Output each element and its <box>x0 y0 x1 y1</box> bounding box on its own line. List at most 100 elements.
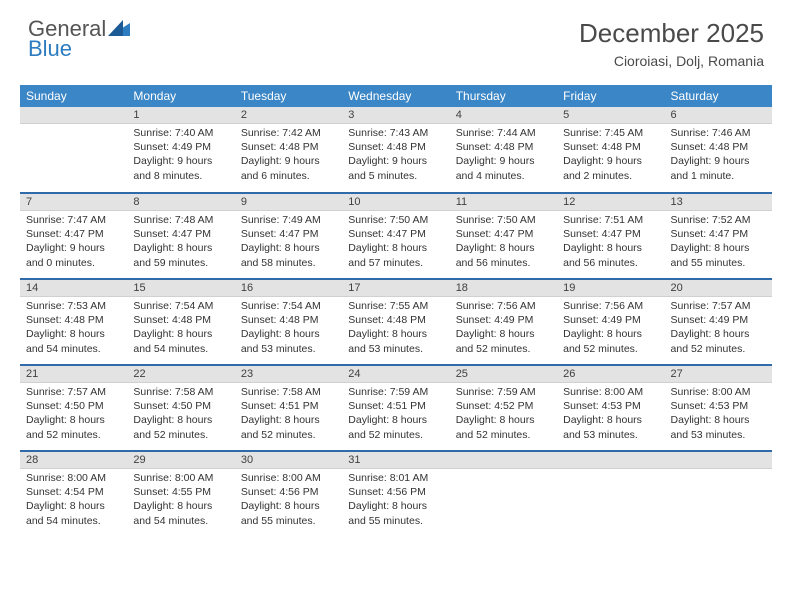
day-details: Sunrise: 8:00 AMSunset: 4:53 PMDaylight:… <box>665 383 772 446</box>
day-number: 1 <box>127 107 234 124</box>
dayhead-wed: Wednesday <box>342 85 449 107</box>
day-number: 31 <box>342 452 449 469</box>
calendar-cell: 5Sunrise: 7:45 AMSunset: 4:48 PMDaylight… <box>557 107 664 193</box>
day-details: Sunrise: 7:50 AMSunset: 4:47 PMDaylight:… <box>450 211 557 274</box>
day-number <box>557 452 664 469</box>
logo-text-blue: Blue <box>28 38 130 60</box>
calendar-cell: 22Sunrise: 7:58 AMSunset: 4:50 PMDayligh… <box>127 365 234 451</box>
calendar-head: Sunday Monday Tuesday Wednesday Thursday… <box>20 85 772 107</box>
day-number: 21 <box>20 366 127 383</box>
day-number: 29 <box>127 452 234 469</box>
calendar-cell: 7Sunrise: 7:47 AMSunset: 4:47 PMDaylight… <box>20 193 127 279</box>
calendar-cell: 29Sunrise: 8:00 AMSunset: 4:55 PMDayligh… <box>127 451 234 537</box>
calendar-cell: 1Sunrise: 7:40 AMSunset: 4:49 PMDaylight… <box>127 107 234 193</box>
calendar-cell: 11Sunrise: 7:50 AMSunset: 4:47 PMDayligh… <box>450 193 557 279</box>
dayhead-tue: Tuesday <box>235 85 342 107</box>
calendar-cell: 20Sunrise: 7:57 AMSunset: 4:49 PMDayligh… <box>665 279 772 365</box>
calendar-row: 28Sunrise: 8:00 AMSunset: 4:54 PMDayligh… <box>20 451 772 537</box>
day-number: 9 <box>235 194 342 211</box>
calendar-cell: 16Sunrise: 7:54 AMSunset: 4:48 PMDayligh… <box>235 279 342 365</box>
day-details: Sunrise: 7:40 AMSunset: 4:49 PMDaylight:… <box>127 124 234 187</box>
day-details: Sunrise: 8:00 AMSunset: 4:54 PMDaylight:… <box>20 469 127 532</box>
day-number: 24 <box>342 366 449 383</box>
calendar-cell: 26Sunrise: 8:00 AMSunset: 4:53 PMDayligh… <box>557 365 664 451</box>
dayhead-sat: Saturday <box>665 85 772 107</box>
day-number: 17 <box>342 280 449 297</box>
day-number: 14 <box>20 280 127 297</box>
day-details: Sunrise: 7:47 AMSunset: 4:47 PMDaylight:… <box>20 211 127 274</box>
calendar-cell: 25Sunrise: 7:59 AMSunset: 4:52 PMDayligh… <box>450 365 557 451</box>
calendar-cell: 28Sunrise: 8:00 AMSunset: 4:54 PMDayligh… <box>20 451 127 537</box>
day-details: Sunrise: 7:52 AMSunset: 4:47 PMDaylight:… <box>665 211 772 274</box>
day-details: Sunrise: 8:01 AMSunset: 4:56 PMDaylight:… <box>342 469 449 532</box>
calendar-cell: 30Sunrise: 8:00 AMSunset: 4:56 PMDayligh… <box>235 451 342 537</box>
day-number: 10 <box>342 194 449 211</box>
day-details: Sunrise: 7:48 AMSunset: 4:47 PMDaylight:… <box>127 211 234 274</box>
calendar-row: 21Sunrise: 7:57 AMSunset: 4:50 PMDayligh… <box>20 365 772 451</box>
dayhead-fri: Friday <box>557 85 664 107</box>
day-details: Sunrise: 8:00 AMSunset: 4:56 PMDaylight:… <box>235 469 342 532</box>
day-number: 5 <box>557 107 664 124</box>
dayhead-thu: Thursday <box>450 85 557 107</box>
day-details: Sunrise: 8:00 AMSunset: 4:53 PMDaylight:… <box>557 383 664 446</box>
calendar-cell: 10Sunrise: 7:50 AMSunset: 4:47 PMDayligh… <box>342 193 449 279</box>
calendar-cell: 24Sunrise: 7:59 AMSunset: 4:51 PMDayligh… <box>342 365 449 451</box>
dayhead-sun: Sunday <box>20 85 127 107</box>
calendar-cell <box>665 451 772 537</box>
day-number: 6 <box>665 107 772 124</box>
calendar-cell: 14Sunrise: 7:53 AMSunset: 4:48 PMDayligh… <box>20 279 127 365</box>
day-details: Sunrise: 7:56 AMSunset: 4:49 PMDaylight:… <box>450 297 557 360</box>
day-details: Sunrise: 7:42 AMSunset: 4:48 PMDaylight:… <box>235 124 342 187</box>
page-header: GeneralBlue December 2025 Cioroiasi, Dol… <box>0 0 792 77</box>
day-number: 25 <box>450 366 557 383</box>
calendar-cell: 3Sunrise: 7:43 AMSunset: 4:48 PMDaylight… <box>342 107 449 193</box>
dayhead-mon: Monday <box>127 85 234 107</box>
day-details: Sunrise: 7:51 AMSunset: 4:47 PMDaylight:… <box>557 211 664 274</box>
calendar-cell: 23Sunrise: 7:58 AMSunset: 4:51 PMDayligh… <box>235 365 342 451</box>
location-text: Cioroiasi, Dolj, Romania <box>579 53 764 69</box>
day-number <box>665 452 772 469</box>
day-number: 15 <box>127 280 234 297</box>
day-details: Sunrise: 7:58 AMSunset: 4:50 PMDaylight:… <box>127 383 234 446</box>
calendar-cell: 15Sunrise: 7:54 AMSunset: 4:48 PMDayligh… <box>127 279 234 365</box>
day-details: Sunrise: 7:49 AMSunset: 4:47 PMDaylight:… <box>235 211 342 274</box>
calendar-row: 1Sunrise: 7:40 AMSunset: 4:49 PMDaylight… <box>20 107 772 193</box>
day-number: 4 <box>450 107 557 124</box>
header-right: December 2025 Cioroiasi, Dolj, Romania <box>579 18 764 69</box>
calendar-cell: 12Sunrise: 7:51 AMSunset: 4:47 PMDayligh… <box>557 193 664 279</box>
day-number: 3 <box>342 107 449 124</box>
calendar-cell: 21Sunrise: 7:57 AMSunset: 4:50 PMDayligh… <box>20 365 127 451</box>
day-details: Sunrise: 7:59 AMSunset: 4:52 PMDaylight:… <box>450 383 557 446</box>
calendar-cell: 4Sunrise: 7:44 AMSunset: 4:48 PMDaylight… <box>450 107 557 193</box>
calendar-cell: 8Sunrise: 7:48 AMSunset: 4:47 PMDaylight… <box>127 193 234 279</box>
calendar-body: 1Sunrise: 7:40 AMSunset: 4:49 PMDaylight… <box>20 107 772 537</box>
day-details: Sunrise: 7:44 AMSunset: 4:48 PMDaylight:… <box>450 124 557 187</box>
calendar-cell: 6Sunrise: 7:46 AMSunset: 4:48 PMDaylight… <box>665 107 772 193</box>
day-number: 12 <box>557 194 664 211</box>
calendar-cell: 19Sunrise: 7:56 AMSunset: 4:49 PMDayligh… <box>557 279 664 365</box>
day-number: 16 <box>235 280 342 297</box>
calendar-cell: 2Sunrise: 7:42 AMSunset: 4:48 PMDaylight… <box>235 107 342 193</box>
day-details: Sunrise: 7:57 AMSunset: 4:49 PMDaylight:… <box>665 297 772 360</box>
day-details: Sunrise: 7:54 AMSunset: 4:48 PMDaylight:… <box>235 297 342 360</box>
day-number: 30 <box>235 452 342 469</box>
calendar-cell: 27Sunrise: 8:00 AMSunset: 4:53 PMDayligh… <box>665 365 772 451</box>
logo-mark-icon <box>108 18 130 40</box>
day-details: Sunrise: 7:55 AMSunset: 4:48 PMDaylight:… <box>342 297 449 360</box>
day-number: 22 <box>127 366 234 383</box>
day-number: 11 <box>450 194 557 211</box>
calendar-cell <box>450 451 557 537</box>
day-number: 26 <box>557 366 664 383</box>
calendar-cell: 18Sunrise: 7:56 AMSunset: 4:49 PMDayligh… <box>450 279 557 365</box>
calendar-cell <box>557 451 664 537</box>
day-number: 23 <box>235 366 342 383</box>
day-number: 20 <box>665 280 772 297</box>
calendar-cell: 13Sunrise: 7:52 AMSunset: 4:47 PMDayligh… <box>665 193 772 279</box>
calendar-table: Sunday Monday Tuesday Wednesday Thursday… <box>20 85 772 537</box>
day-details: Sunrise: 8:00 AMSunset: 4:55 PMDaylight:… <box>127 469 234 532</box>
day-details: Sunrise: 7:57 AMSunset: 4:50 PMDaylight:… <box>20 383 127 446</box>
day-details: Sunrise: 7:58 AMSunset: 4:51 PMDaylight:… <box>235 383 342 446</box>
day-number: 28 <box>20 452 127 469</box>
day-number <box>20 107 127 124</box>
day-details: Sunrise: 7:59 AMSunset: 4:51 PMDaylight:… <box>342 383 449 446</box>
